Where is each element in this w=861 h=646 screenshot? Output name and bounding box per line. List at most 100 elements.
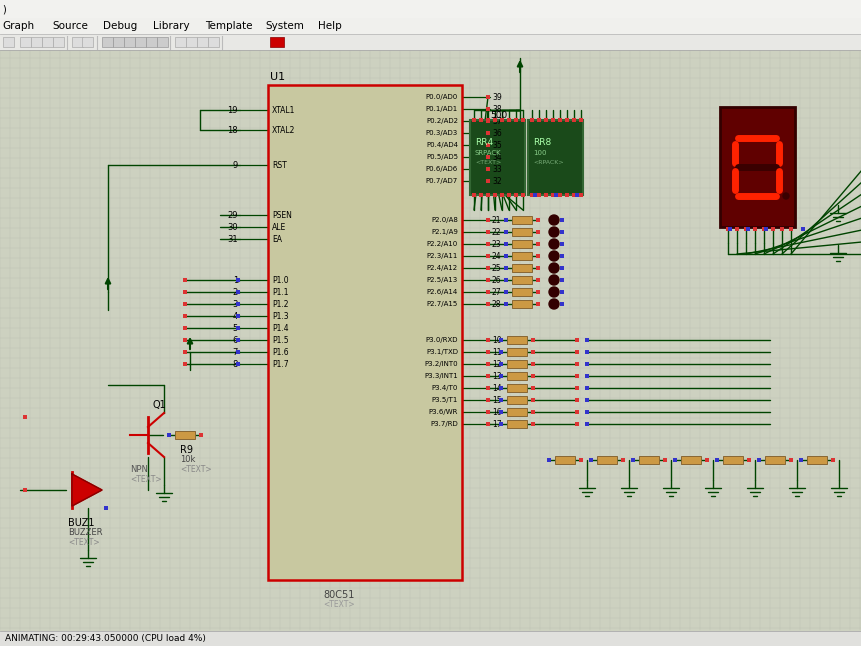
Bar xyxy=(554,193,557,197)
Bar xyxy=(579,118,582,122)
Text: <TEXT>: <TEXT> xyxy=(68,538,100,547)
Bar xyxy=(585,410,588,414)
Bar xyxy=(486,386,489,390)
Bar xyxy=(504,302,507,306)
Bar xyxy=(486,218,489,222)
Text: Source: Source xyxy=(52,21,88,31)
Bar xyxy=(486,155,489,159)
Text: <TEXT>: <TEXT> xyxy=(323,600,354,609)
Bar xyxy=(486,230,489,234)
Text: 34: 34 xyxy=(492,152,501,162)
Bar xyxy=(486,95,489,99)
Bar xyxy=(486,278,489,282)
Bar xyxy=(574,193,579,197)
Bar xyxy=(511,240,531,248)
Bar xyxy=(530,386,535,390)
Bar xyxy=(486,254,489,258)
Circle shape xyxy=(548,239,558,249)
Text: 15: 15 xyxy=(492,395,501,404)
Bar xyxy=(486,290,489,294)
Bar xyxy=(830,458,834,462)
Bar xyxy=(236,338,239,342)
Bar xyxy=(530,398,535,402)
Bar xyxy=(269,37,283,47)
Text: 10: 10 xyxy=(492,335,501,344)
Bar xyxy=(597,456,616,464)
Text: P0.0/AD0: P0.0/AD0 xyxy=(425,94,457,100)
Text: XTAL1: XTAL1 xyxy=(272,105,295,114)
Bar xyxy=(124,37,135,47)
Bar xyxy=(554,456,574,464)
Bar xyxy=(745,227,749,231)
Bar xyxy=(113,37,124,47)
Bar xyxy=(536,193,541,197)
Text: P1.0: P1.0 xyxy=(272,275,288,284)
Bar xyxy=(104,506,108,510)
Text: 7: 7 xyxy=(232,348,238,357)
Text: System: System xyxy=(264,21,304,31)
Text: 22: 22 xyxy=(492,227,501,236)
Text: Q1: Q1 xyxy=(152,400,166,410)
Bar xyxy=(560,290,563,294)
Bar xyxy=(585,398,588,402)
Text: 5: 5 xyxy=(232,324,238,333)
Bar xyxy=(560,254,563,258)
Bar xyxy=(530,410,535,414)
Text: 23: 23 xyxy=(492,240,501,249)
Text: P2.1/A9: P2.1/A9 xyxy=(430,229,457,235)
Circle shape xyxy=(548,287,558,297)
Text: P1.5: P1.5 xyxy=(272,335,288,344)
Bar xyxy=(585,338,588,342)
Bar xyxy=(630,458,635,462)
Text: 18: 18 xyxy=(227,125,238,134)
Bar xyxy=(23,415,27,419)
Bar xyxy=(530,118,533,122)
Bar xyxy=(704,458,709,462)
Bar xyxy=(536,266,539,270)
Bar xyxy=(236,302,239,306)
Text: P2.4/A12: P2.4/A12 xyxy=(426,265,457,271)
Bar xyxy=(183,338,187,342)
Bar xyxy=(798,458,802,462)
Bar xyxy=(236,278,239,282)
Bar xyxy=(236,362,239,366)
Text: 16: 16 xyxy=(492,408,501,417)
Bar xyxy=(236,350,239,354)
Bar xyxy=(530,193,533,197)
Bar xyxy=(504,230,507,234)
Text: SRPACK: SRPACK xyxy=(474,150,501,156)
Bar xyxy=(574,398,579,402)
Bar xyxy=(0,18,861,34)
Bar xyxy=(728,227,731,231)
Bar xyxy=(183,290,187,294)
Text: 24: 24 xyxy=(492,251,501,260)
Polygon shape xyxy=(72,474,102,506)
Circle shape xyxy=(548,227,558,237)
Bar xyxy=(486,242,489,246)
Text: <TEXT>: <TEXT> xyxy=(474,160,500,165)
Bar xyxy=(574,410,579,414)
Bar xyxy=(504,266,507,270)
Text: 14: 14 xyxy=(492,384,501,393)
Bar xyxy=(528,120,582,195)
Bar xyxy=(520,118,524,122)
Bar xyxy=(479,193,482,197)
Bar xyxy=(504,278,507,282)
Text: RR4: RR4 xyxy=(474,138,492,147)
Text: P1.4: P1.4 xyxy=(272,324,288,333)
Bar xyxy=(486,350,489,354)
Bar xyxy=(756,458,760,462)
Bar xyxy=(511,300,531,308)
Bar xyxy=(506,372,526,380)
Text: 37: 37 xyxy=(492,116,501,125)
Bar xyxy=(504,254,507,258)
Text: 30: 30 xyxy=(227,222,238,231)
Text: P2.7/A15: P2.7/A15 xyxy=(426,301,457,307)
Bar xyxy=(486,118,489,122)
Text: Library: Library xyxy=(152,21,189,31)
Text: U1: U1 xyxy=(269,72,285,82)
Bar xyxy=(486,179,489,183)
Text: 1: 1 xyxy=(232,275,238,284)
Bar xyxy=(175,431,195,439)
Bar xyxy=(469,120,524,195)
